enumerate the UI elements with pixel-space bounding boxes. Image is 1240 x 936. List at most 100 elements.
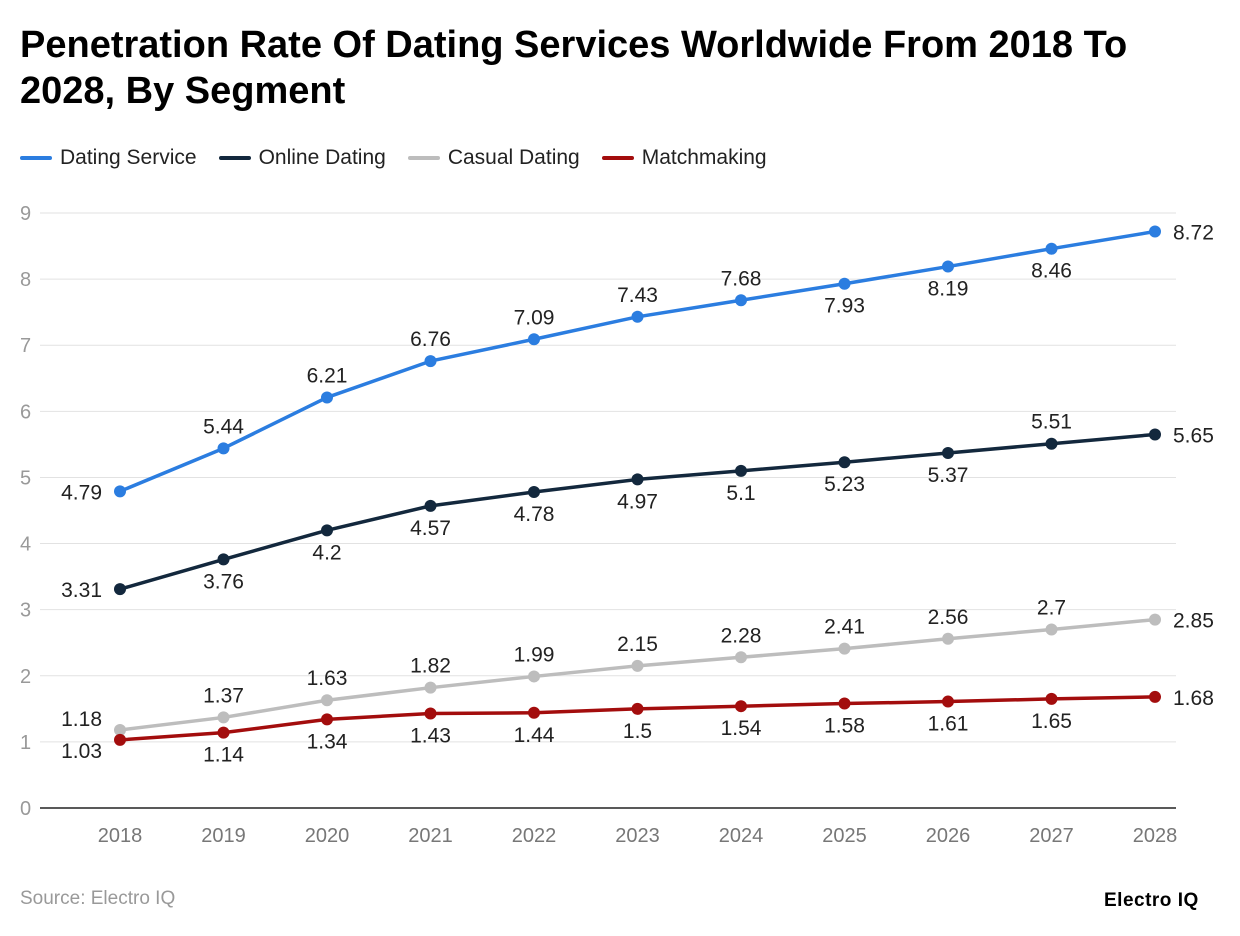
data-point (1149, 225, 1161, 238)
x-tick-label: 2020 (305, 825, 350, 847)
data-label: 2.7 (1037, 597, 1066, 620)
data-point (631, 702, 644, 715)
data-label: 6.21 (307, 364, 348, 387)
data-point (424, 355, 437, 368)
data-label: 1.58 (824, 715, 865, 738)
data-point (942, 695, 954, 708)
electro-iq-logo: Electro IQ (1104, 890, 1199, 911)
legend-label: Online Dating (258, 146, 386, 169)
data-label: 1.99 (514, 643, 555, 666)
data-label: 2.85 (1173, 610, 1214, 633)
legend-item: Casual Dating (407, 146, 580, 170)
data-point (424, 681, 437, 694)
data-point (1045, 692, 1058, 705)
data-label: 6.76 (410, 328, 451, 351)
x-tick-label: 2022 (512, 825, 557, 847)
data-label: 8.19 (928, 278, 969, 301)
data-point (321, 694, 333, 707)
source-note: Source: Electro IQ (20, 888, 176, 909)
data-label: 4.79 (61, 481, 102, 504)
data-point (114, 583, 126, 596)
data-point (838, 697, 851, 710)
data-point (424, 499, 437, 512)
x-tick-label: 2018 (98, 825, 143, 847)
data-label: 7.68 (721, 267, 762, 290)
data-point (321, 391, 333, 404)
y-tick-label: 1 (20, 732, 31, 754)
data-point (1045, 623, 1058, 636)
data-point (114, 723, 126, 736)
data-label: 1.14 (203, 744, 244, 767)
data-label: 1.03 (61, 740, 102, 763)
data-point (1149, 613, 1161, 626)
y-tick-label: 8 (20, 269, 31, 291)
data-label: 1.61 (928, 713, 969, 736)
data-label: 2.15 (617, 633, 658, 656)
data-label: 5.37 (928, 464, 969, 487)
data-point (528, 706, 540, 719)
legend-item: Dating Service (20, 146, 197, 170)
legend-label: Matchmaking (641, 146, 767, 169)
data-point (321, 713, 333, 726)
data-label: 2.56 (928, 606, 969, 629)
legend-label: Dating Service (60, 146, 197, 169)
data-label: 7.43 (617, 284, 658, 307)
data-label: 7.09 (514, 306, 555, 329)
data-point (838, 456, 851, 469)
y-tick-label: 6 (20, 401, 31, 423)
legend-item: Matchmaking (601, 146, 767, 170)
data-point (321, 524, 333, 537)
data-point (528, 333, 540, 346)
data-label: 2.41 (824, 616, 865, 639)
y-tick-label: 0 (20, 798, 31, 820)
data-label: 4.2 (312, 541, 341, 564)
data-point (942, 260, 954, 273)
data-label: 1.18 (61, 708, 102, 731)
data-point (217, 711, 230, 724)
data-label: 2.28 (721, 624, 762, 647)
legend-swatch (20, 156, 52, 160)
legend-label: Casual Dating (447, 146, 580, 169)
data-point (838, 642, 851, 655)
x-tick-label: 2023 (615, 825, 660, 847)
data-label: 5.65 (1173, 424, 1214, 447)
data-point (735, 700, 747, 713)
legend-item: Online Dating (218, 146, 386, 170)
data-label: 4.57 (410, 517, 451, 540)
data-point (217, 442, 230, 455)
x-tick-label: 2025 (822, 825, 867, 847)
data-label: 3.31 (61, 579, 102, 602)
data-label: 7.93 (824, 295, 865, 318)
y-tick-label: 2 (20, 666, 31, 688)
data-point (217, 726, 230, 739)
data-point (528, 670, 540, 683)
data-label: 1.65 (1031, 710, 1072, 733)
data-point (942, 632, 954, 645)
data-point (735, 464, 747, 477)
data-point (631, 659, 644, 672)
y-tick-label: 5 (20, 467, 31, 489)
y-tick-label: 9 (20, 203, 31, 225)
y-tick-label: 7 (20, 335, 31, 357)
data-point (217, 553, 230, 566)
data-label: 1.34 (307, 730, 348, 753)
x-tick-label: 2024 (719, 825, 764, 847)
data-point (838, 277, 851, 290)
data-label: 5.1 (726, 482, 755, 505)
data-point (735, 651, 747, 664)
data-label: 5.51 (1031, 411, 1072, 434)
data-label: 3.76 (203, 570, 244, 593)
legend-swatch (218, 156, 251, 160)
data-point (528, 485, 540, 498)
data-label: 1.44 (514, 724, 555, 747)
legend-swatch (601, 156, 634, 160)
series-line-dating-service (119, 229, 1156, 493)
data-label: 1.37 (203, 684, 244, 707)
data-label: 1.5 (623, 720, 652, 743)
x-tick-label: 2019 (201, 825, 246, 847)
legend: Dating Service Online Dating Casual Dating… (20, 146, 767, 170)
data-point (1149, 690, 1161, 703)
data-label: 1.68 (1173, 687, 1214, 710)
y-tick-label: 4 (20, 534, 31, 556)
